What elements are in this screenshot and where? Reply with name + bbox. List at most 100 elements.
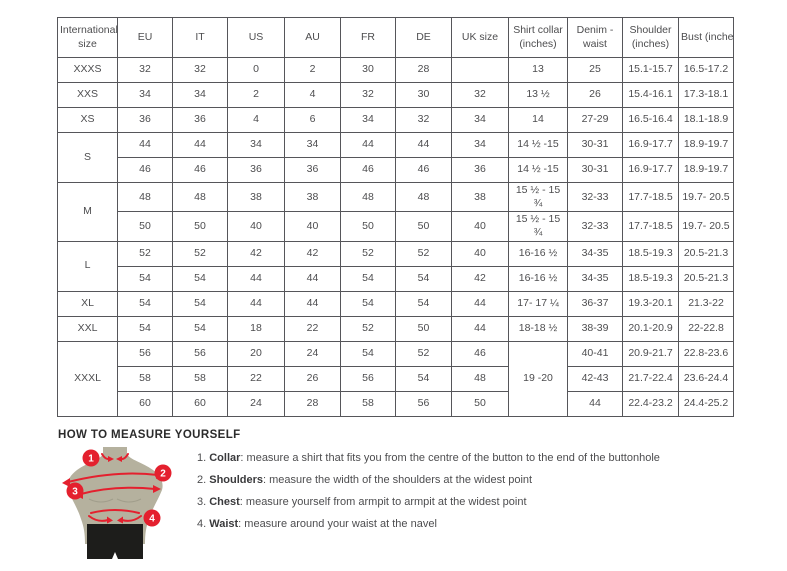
size-label-cell: M — [57, 182, 118, 242]
table-cell: 17.3-18.1 — [678, 82, 734, 108]
table-cell: 46 — [172, 157, 228, 183]
step-label: Collar — [209, 452, 241, 464]
table-cell: 19.3-20.1 — [622, 290, 679, 317]
table-cell: 24.4-25.2 — [678, 390, 734, 417]
table-cell: 4 — [227, 107, 285, 133]
table-cell: 22 — [284, 315, 341, 342]
table-cell: 52 — [395, 240, 452, 267]
marker-2-number: 2 — [160, 469, 166, 480]
table-cell: 44 — [117, 132, 173, 158]
table-cell: 2 — [284, 57, 341, 83]
table-cell: 52 — [172, 240, 228, 267]
step-label: Shoulders — [209, 474, 264, 486]
step-text: : measure yourself from armpit to armpit… — [239, 496, 527, 508]
table-cell: 34-35 — [567, 240, 623, 267]
table-cell: 30-31 — [567, 132, 623, 158]
table-cell: 56 — [340, 365, 396, 392]
table-cell: 52 — [340, 315, 396, 342]
table-cell: 54 — [395, 265, 452, 292]
table-row: 54 54 44 44 54 54 42 16-16 ½ 34-35 18.5-19.3 20.5-… — [58, 265, 734, 292]
table-cell: 36 — [227, 157, 285, 183]
table-row: XXXL 56 56 20 24 54 52 46 19 -20 40-41 20.9-21.7 22… — [57, 340, 734, 417]
table-cell: 18.5-19.3 — [622, 265, 679, 292]
table-cell: 34 — [340, 107, 396, 133]
size-chart-table: International size EU IT US AU FR DE UK size Shi… — [57, 17, 734, 417]
table-cell: 28 — [395, 57, 452, 83]
table-cell: 50 — [117, 211, 173, 242]
table-cell: 16.5-16.4 — [622, 107, 679, 133]
table-cell: 46 — [117, 157, 173, 183]
table-cell: 22.8-23.6 — [678, 340, 734, 367]
table-cell: 14 ½ -15 — [508, 132, 568, 158]
table-cell: 20.5-21.3 — [678, 240, 734, 267]
table-cell: 54 — [340, 340, 396, 367]
table-cell: 19.7- 20.5 — [678, 181, 734, 213]
table-cell: 34-35 — [567, 265, 623, 292]
table-cell: 48 — [395, 181, 452, 213]
table-cell: 46 — [340, 157, 396, 183]
table-row: M 48 48 38 38 48 48 38 15 ½ - 15 ¾ 32-33 17.7-18.5… — [57, 181, 734, 242]
table-cell: 20.9-21.7 — [622, 340, 679, 367]
column-header: International size — [57, 17, 118, 58]
marker-4-badge — [143, 509, 161, 527]
table-cell: 23.6-24.4 — [678, 365, 734, 392]
table-cell: 17- 17 ¼ — [508, 290, 568, 317]
column-header: Denim - waist — [567, 17, 623, 58]
table-cell: 40 — [451, 211, 509, 242]
table-cell: 48 — [340, 181, 396, 213]
chest-arrowhead-right — [153, 485, 161, 493]
table-cell: 38 — [451, 181, 509, 213]
table-cell: 15.1-15.7 — [622, 57, 679, 83]
table-cell: 32 — [340, 82, 396, 108]
table-cell: 40-41 — [567, 340, 623, 367]
table-cell: 46 — [395, 157, 452, 183]
table-row: 46 46 36 36 46 46 36 14 ½ -15 30-31 16.9-17.7 18.9… — [58, 157, 734, 183]
table-cell: 25 — [567, 57, 623, 83]
marker-1-badge — [82, 449, 100, 467]
table-cell: 54 — [340, 290, 396, 317]
table-cell: 54 — [395, 290, 452, 317]
table-cell: 13 ½ — [508, 82, 568, 108]
table-cell: 36-37 — [567, 290, 623, 317]
table-cell: 44 — [227, 290, 285, 317]
table-cell: 0 — [227, 57, 285, 83]
table-cell: 18.1-18.9 — [678, 107, 734, 133]
table-cell: 32 — [117, 57, 173, 83]
table-cell: 44 — [567, 390, 623, 417]
table-cell: 19.7- 20.5 — [678, 211, 734, 242]
step-number: 2. — [197, 474, 210, 486]
table-row: 50 50 40 40 50 50 40 15 ½ - 15 ¾ 32-33 17.7-18.5 1… — [58, 211, 734, 242]
table-cell: 30 — [340, 57, 396, 83]
table-cell: 21.3-22 — [678, 290, 734, 317]
table-row: XL 54 54 44 44 54 54 44 17- 17 ¼ 36-37 19.3-20.1 21… — [57, 290, 734, 317]
table-cell: 56 — [117, 340, 173, 367]
table-cell: 4 — [284, 82, 341, 108]
table-cell: 26 — [284, 365, 341, 392]
marker-4-number: 4 — [149, 514, 155, 525]
table-cell: 44 — [340, 132, 396, 158]
neck-measure-arrow — [101, 453, 129, 460]
table-cell: 24 — [284, 340, 341, 367]
table-cell: 34 — [227, 132, 285, 158]
table-cell: 54 — [172, 290, 228, 317]
table-cell: 6 — [284, 107, 341, 133]
table-row: 60 60 24 28 58 56 50 44 22.4-23.2 24.4-25.2 — [58, 390, 734, 417]
table-cell: 58 — [340, 390, 396, 417]
table-cell: 16.9-17.7 — [622, 132, 679, 158]
marker-3-number: 3 — [72, 487, 78, 498]
table-cell: 27-29 — [567, 107, 623, 133]
waist-measure-arrow — [88, 509, 142, 522]
step-text: : measure around your waist at the navel — [238, 518, 437, 530]
column-header: IT — [172, 17, 228, 58]
table-cell: 46 — [451, 340, 509, 367]
table-cell: 52 — [117, 240, 173, 267]
table-cell: 24 — [227, 390, 285, 417]
table-cell: 36 — [117, 107, 173, 133]
table-cell: 56 — [395, 390, 452, 417]
header-row: International size EU IT US AU FR DE UK size Shi… — [57, 17, 734, 58]
table-row: XS 36 36 4 6 34 32 34 14 27-29 16.5-16.4 18.1-18.9 — [57, 107, 734, 133]
step-label: Waist — [209, 518, 239, 530]
table-cell: 17.7-18.5 — [622, 211, 679, 242]
size-label-cell: XXXS — [57, 57, 118, 83]
marker-3-badge — [66, 482, 84, 500]
